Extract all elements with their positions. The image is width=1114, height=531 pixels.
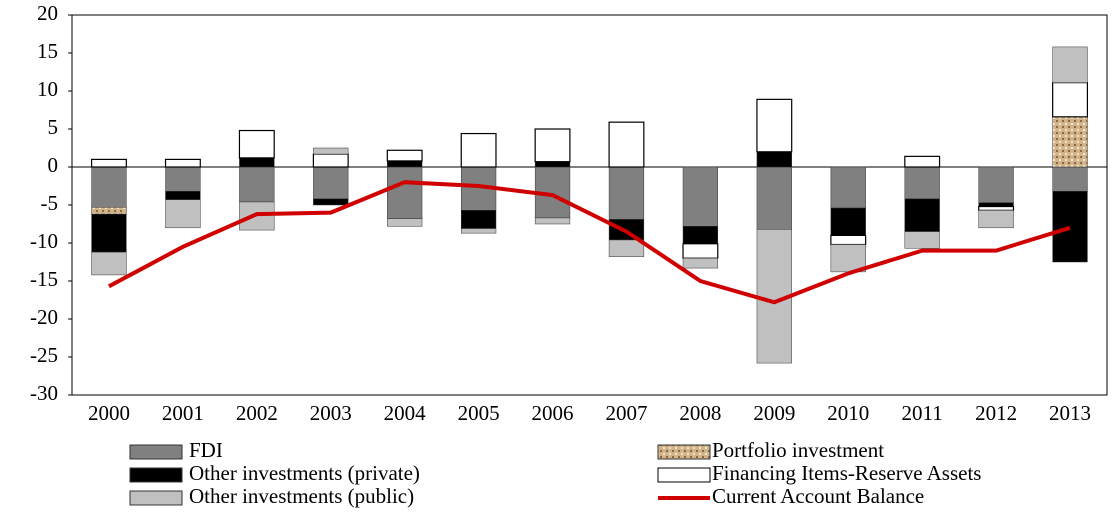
bar-segment xyxy=(608,121,645,168)
bar-segment xyxy=(165,191,201,200)
bar-segment xyxy=(1052,46,1088,83)
x-tick-label: 2012 xyxy=(975,401,1017,425)
bar-segment xyxy=(460,210,497,229)
y-tick-label: 15 xyxy=(37,39,58,63)
bar-segment xyxy=(91,166,127,208)
y-tick-label: 20 xyxy=(37,1,58,25)
x-tick-label: 2003 xyxy=(310,401,352,425)
bar-segment xyxy=(91,213,127,253)
legend-label: Portfolio investment xyxy=(712,438,884,462)
bar-segment xyxy=(1052,166,1088,192)
bar-segment xyxy=(387,218,423,227)
bar-segment xyxy=(534,161,571,168)
bar-segment xyxy=(756,98,793,153)
bar-segment xyxy=(904,198,940,232)
y-tick-label: -25 xyxy=(30,343,58,367)
x-tick-label: 2011 xyxy=(902,401,943,425)
x-tick-label: 2005 xyxy=(458,401,500,425)
y-tick-label: -10 xyxy=(30,229,58,253)
x-tick-label: 2002 xyxy=(236,401,278,425)
x-tick-label: 2010 xyxy=(827,401,869,425)
x-tick-label: 2008 xyxy=(679,401,721,425)
legend-label: Other investments (public) xyxy=(189,484,414,508)
y-tick-label: 0 xyxy=(48,153,59,177)
bar-segment xyxy=(830,207,866,236)
bar-segment xyxy=(756,151,792,168)
x-tick-label: 2001 xyxy=(162,401,204,425)
legend-label: Financing Items-Reserve Assets xyxy=(712,461,981,485)
bar-segment xyxy=(1052,116,1088,168)
y-tick-label: -20 xyxy=(30,305,58,329)
bar-segment xyxy=(682,226,719,245)
bar-segment xyxy=(312,153,349,168)
legend-swatch xyxy=(657,444,711,460)
x-tick-label: 2009 xyxy=(753,401,795,425)
bar-segment xyxy=(904,231,940,249)
bar-segment xyxy=(830,234,867,246)
legend-swatch xyxy=(129,467,183,483)
bar-segment xyxy=(682,166,719,227)
plot-area xyxy=(71,14,1108,396)
bar-segment xyxy=(534,128,571,163)
bar-segment xyxy=(387,166,423,219)
x-tick-label: 2004 xyxy=(384,401,427,425)
bar-segment xyxy=(165,199,201,229)
bar-segment xyxy=(164,158,201,168)
bar-segment xyxy=(534,217,571,225)
bar-segment xyxy=(387,160,423,168)
bar-segment xyxy=(313,147,349,155)
bar-segment xyxy=(386,149,423,162)
y-tick-label: 10 xyxy=(37,77,58,101)
bar-segment xyxy=(239,166,275,203)
bar-segment xyxy=(460,132,497,168)
y-tick-label: 5 xyxy=(48,115,59,139)
bar-segment xyxy=(904,155,941,168)
line-series xyxy=(108,180,1071,305)
bar-segment xyxy=(238,129,275,159)
bar-segment xyxy=(682,257,719,269)
legend-swatch xyxy=(129,490,183,506)
bar-segment xyxy=(978,205,1015,211)
bar-segment xyxy=(460,228,497,234)
y-tick-label: -5 xyxy=(41,191,59,215)
legend-swatch xyxy=(129,444,183,460)
bar-segment xyxy=(313,166,349,200)
legend-swatch xyxy=(657,467,711,483)
bar-segment xyxy=(978,210,1014,229)
bar-segment xyxy=(1052,191,1088,263)
legend-label: Current Account Balance xyxy=(712,484,924,508)
bar-segment xyxy=(90,158,127,168)
x-tick-label: 2000 xyxy=(88,401,130,425)
bar-segment xyxy=(1052,82,1089,118)
bar-segment xyxy=(978,166,1014,203)
y-tick-label: -30 xyxy=(30,381,58,405)
y-tick-label: -15 xyxy=(30,267,58,291)
x-tick-label: 2013 xyxy=(1049,401,1091,425)
bar-segment xyxy=(608,239,645,257)
bar-segment xyxy=(239,157,275,168)
bar-segment xyxy=(313,198,349,206)
bar-segment xyxy=(830,166,866,209)
bar-segment xyxy=(91,251,127,276)
bar-segment xyxy=(756,166,792,230)
x-tick-label: 2006 xyxy=(532,401,574,425)
bar-segment xyxy=(904,166,940,200)
legend-label: Other investments (private) xyxy=(189,461,420,485)
bar-segment xyxy=(608,166,645,220)
legend-label: FDI xyxy=(189,438,223,462)
bar-segment xyxy=(91,207,127,215)
x-tick-label: 2007 xyxy=(605,401,647,425)
bar-segment xyxy=(165,166,201,192)
bar-segment xyxy=(830,244,866,273)
bar-segment xyxy=(682,243,719,259)
